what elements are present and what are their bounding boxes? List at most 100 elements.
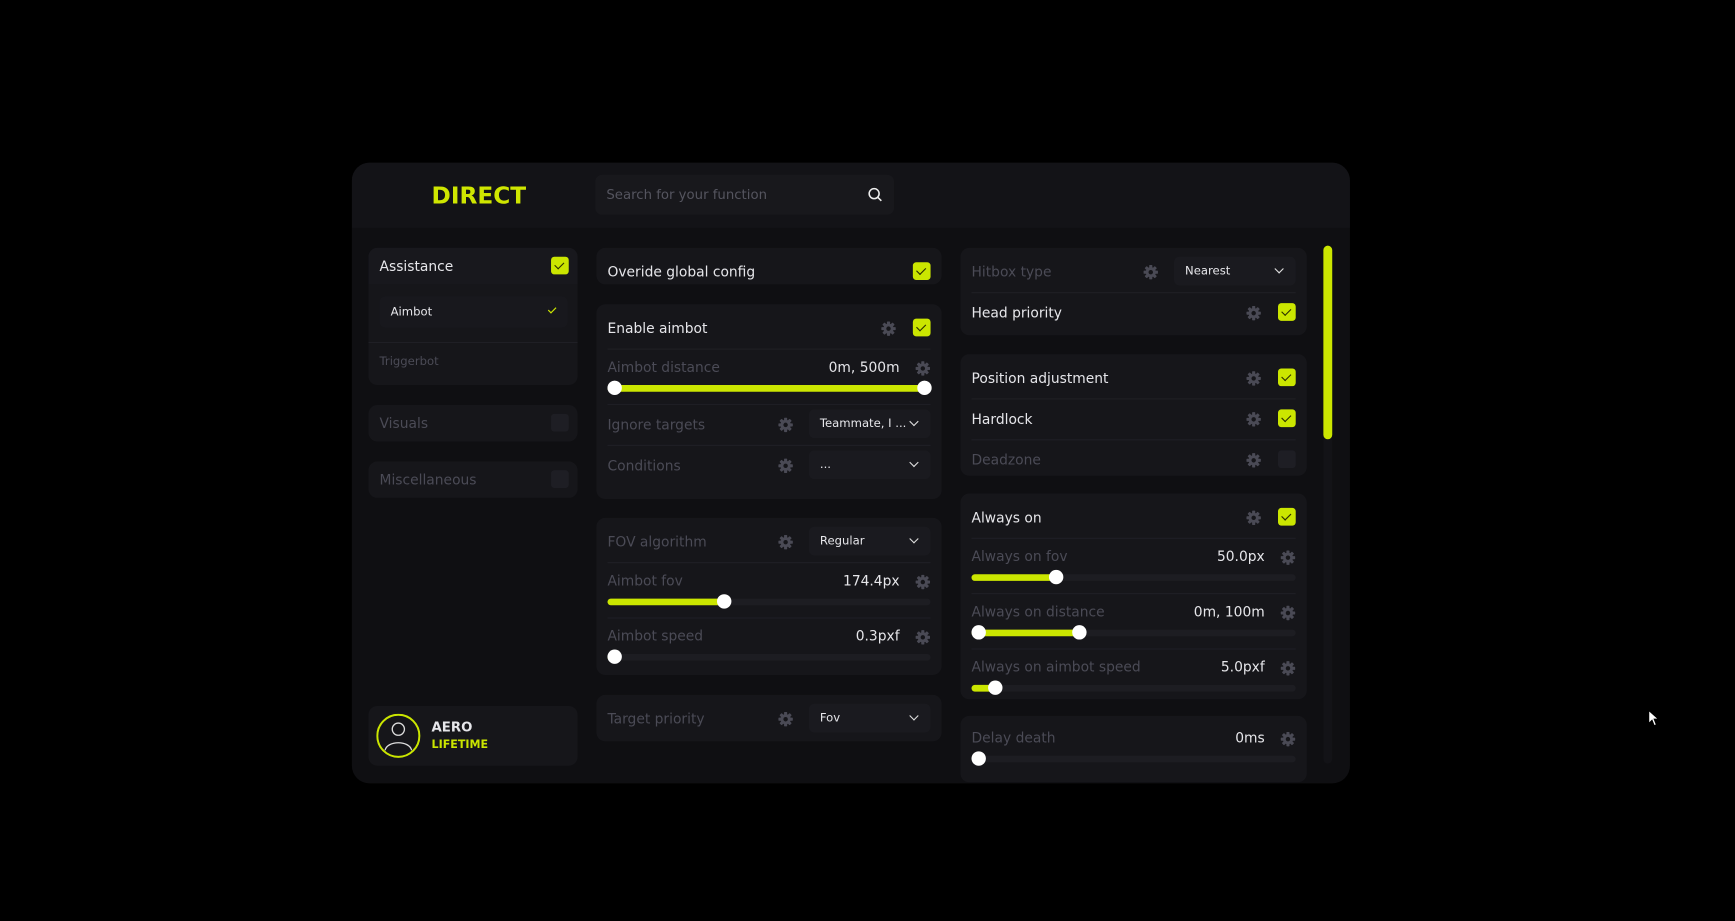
gear-icon[interactable] [1246,411,1261,427]
mouse-cursor-icon [1648,709,1661,727]
setting-label: Always on fov [971,547,1068,565]
gear-icon[interactable] [778,416,793,433]
setting-label: Conditions [607,456,681,474]
gear-icon[interactable] [1246,509,1261,526]
setting-label: Overide global config [607,263,756,280]
slider-track[interactable] [607,380,932,396]
gear-icon[interactable] [1280,659,1296,676]
setting-checkbox[interactable] [1278,450,1296,469]
gear-icon[interactable] [915,360,931,376]
setting-checkbox[interactable] [1278,368,1296,387]
slider-track[interactable] [971,751,1296,766]
setting-label: Aimbot fov [607,572,683,589]
gear-icon[interactable] [881,320,896,336]
slider-track[interactable] [607,594,931,609]
scrollbar-thumb[interactable] [1323,245,1333,440]
setting-label: Always on [971,508,1042,526]
category-checkbox[interactable] [551,256,569,275]
setting-label: FOV algorithm [607,533,707,550]
category-label[interactable]: Visuals [379,414,429,432]
category-header[interactable] [368,247,578,285]
gear-icon[interactable] [1280,730,1296,747]
category-checkbox[interactable] [551,470,569,488]
category-miscellaneous[interactable]: Miscellaneous [368,461,578,498]
setting-label: Ignore targets [607,416,706,433]
slider-track[interactable] [971,680,1296,695]
setting-row-position-adjustment: Position adjustment [960,357,1306,398]
setting-checkbox[interactable] [912,262,931,280]
gear-icon[interactable] [1280,549,1296,565]
setting-label: Deadzone [971,451,1041,469]
setting-label: Always on distance [971,603,1105,620]
chevron-down-icon [909,711,919,721]
slider-thumb[interactable] [1049,569,1064,585]
sidebar-item-aimbot[interactable]: Aimbot [379,296,568,328]
slider-fill [607,385,931,392]
gear-icon[interactable] [1143,263,1158,280]
slider-thumb-min[interactable] [607,380,622,396]
divider [607,444,931,446]
slider-thumb-min[interactable] [971,625,986,640]
setting-row-hardlock: Hardlock [960,398,1306,439]
setting-label: Target priority [607,710,705,727]
chevron-down-icon [909,457,919,468]
sidebar-item-label: Aimbot [390,305,433,319]
slider-track[interactable] [971,569,1296,585]
gear-icon[interactable] [1246,451,1261,468]
divider [971,439,1296,441]
slider-track[interactable] [971,625,1296,640]
gear-icon[interactable] [1246,370,1261,386]
category-assistance: Assistance Aimbot Triggerbot [368,247,578,386]
setting-label: Hitbox type [971,263,1052,280]
slider-thumb[interactable] [987,680,1002,695]
slider-fill [971,684,995,692]
slider-thumb[interactable] [1071,625,1087,640]
search-icon[interactable] [867,187,882,202]
gear-icon[interactable] [1280,604,1296,621]
setting-row-deadzone: Deadzone [960,439,1306,480]
setting-dropdown[interactable]: Nearest [1173,256,1296,286]
profile-name: AERO [431,719,473,735]
setting-checkbox[interactable] [1278,303,1296,321]
setting-label: Head priority [971,304,1062,321]
setting-checkbox[interactable] [1278,507,1296,526]
setting-dropdown[interactable]: Teammate, I ... [808,409,931,439]
setting-checkbox[interactable] [912,318,931,337]
settings-card: Hitbox type Nearest Head priority [960,247,1307,336]
setting-label: Hardlock [971,410,1033,428]
setting-dropdown[interactable]: Regular [808,526,931,556]
setting-value: 0.3pxf [855,627,900,644]
slider-fill [607,598,724,606]
setting-dropdown[interactable]: Fov [808,703,931,733]
slider-thumb[interactable] [607,649,622,664]
gear-icon[interactable] [778,710,793,727]
slider-thumb[interactable] [717,594,732,609]
slider-thumb[interactable] [917,380,932,396]
setting-dropdown[interactable]: ... [808,450,931,480]
profile-card: AERO LIFETIME [368,705,578,766]
slider-fill [971,574,1056,581]
category-checkbox[interactable] [551,413,569,432]
sidebar-item-triggerbot[interactable]: Triggerbot [379,355,439,369]
search-input[interactable]: Search for your function [595,174,895,215]
settings-card: Target priority Fov [596,694,942,742]
scrollbar[interactable] [1323,245,1333,764]
setting-label: Aimbot speed [607,627,704,644]
setting-row-aimbot-speed: Aimbot speed 0.3pxf [596,617,941,672]
slider-track[interactable] [607,649,931,664]
category-visuals[interactable]: Visuals [368,404,578,442]
divider [607,348,931,350]
gear-icon[interactable] [1246,304,1261,321]
app-window: DIRECT Search for your function Assistan… [351,162,1350,784]
category-label[interactable]: Assistance [379,257,454,275]
gear-icon[interactable] [915,573,931,590]
gear-icon[interactable] [778,457,793,474]
checkmark-icon [547,304,557,314]
gear-icon[interactable] [778,533,793,550]
gear-icon[interactable] [915,628,931,645]
slider-thumb[interactable] [971,751,986,766]
setting-checkbox[interactable] [1278,409,1296,428]
category-label[interactable]: Miscellaneous [379,471,477,488]
chevron-down-icon [909,416,919,427]
setting-row-enable-aimbot: Enable aimbot [596,308,941,349]
